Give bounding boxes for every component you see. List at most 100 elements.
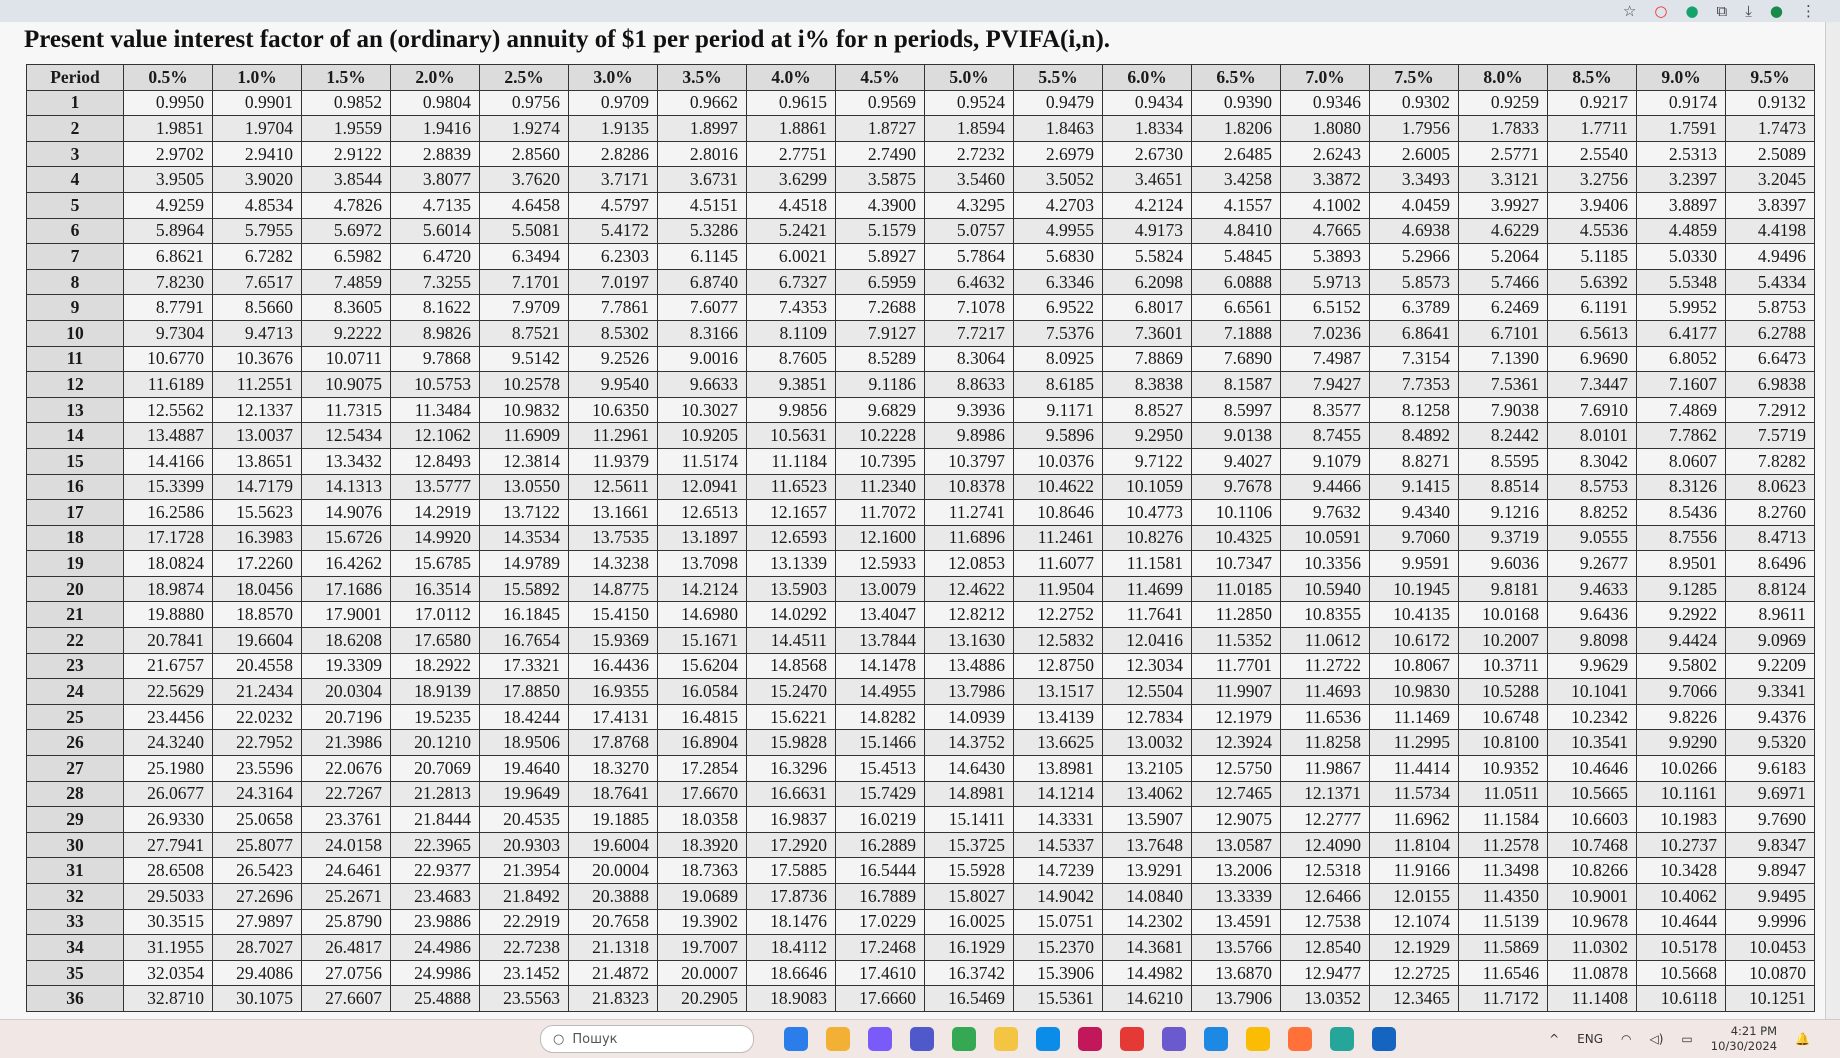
factor-cell: 8.9611 [1725,601,1815,629]
star-icon[interactable]: ☆ [1622,2,1637,20]
factor-cell: 9.2526 [568,345,658,373]
chevron-up-icon[interactable]: ^ [1549,1032,1560,1046]
factor-cell: 24.0158 [301,831,391,859]
factor-cell: 15.1671 [657,627,747,654]
edge-icon[interactable] [1036,1027,1060,1051]
battery-icon[interactable]: ▭ [1681,1032,1693,1046]
opera-icon[interactable] [1120,1027,1144,1051]
chrome-icon[interactable] [952,1027,976,1051]
factor-cell: 2.6005 [1369,140,1459,168]
factor-cell: 3.5052 [1013,166,1103,193]
rate-header: 2.5% [479,64,569,91]
notification-bell-icon[interactable]: 🔔 [1795,1032,1810,1046]
factor-cell: 9.5896 [1013,422,1103,449]
teams-icon[interactable] [910,1027,934,1051]
folder-icon[interactable] [994,1027,1018,1051]
language-indicator[interactable]: ENG [1577,1032,1603,1046]
factor-cell: 0.9524 [924,89,1014,117]
factor-cell: 6.6473 [1725,345,1815,373]
period-cell: 1 [26,89,124,117]
factor-cell: 11.5139 [1458,908,1548,936]
factor-cell: 12.4090 [1280,831,1370,859]
factor-cell: 10.4062 [1636,883,1726,910]
factor-cell: 16.0025 [924,908,1014,936]
app-icon[interactable] [1078,1027,1102,1051]
windows-start-icon[interactable] [784,1027,808,1051]
factor-cell: 11.1184 [746,447,836,475]
profile-icon[interactable]: ● [1769,2,1783,20]
factor-cell: 20.0007 [657,959,747,987]
chrome-alt-icon[interactable] [1246,1027,1270,1051]
grammarly-icon[interactable]: ● [1685,2,1699,20]
factor-cell: 16.9355 [568,678,658,705]
factor-cell: 9.5142 [479,345,569,373]
app-green-icon[interactable] [1330,1027,1354,1051]
factor-cell: 8.9501 [1636,550,1726,577]
factor-cell: 6.9838 [1725,371,1815,398]
factor-cell: 14.2302 [1102,908,1192,936]
factor-cell: 10.4644 [1636,908,1726,936]
factor-cell: 9.9629 [1547,652,1637,680]
factor-cell: 10.7468 [1547,831,1637,859]
factor-cell: 14.6210 [1102,985,1192,1012]
factor-cell: 12.3924 [1191,729,1281,757]
factor-cell: 13.7122 [479,499,569,526]
factor-cell: 6.5613 [1547,319,1637,347]
download-icon[interactable]: ⤓ [1745,2,1752,20]
factor-cell: 8.7605 [746,345,836,373]
factor-cell: 9.1216 [1458,499,1548,526]
factor-cell: 10.8067 [1369,652,1459,680]
volume-icon[interactable]: ◁) [1649,1032,1664,1046]
menu-icon[interactable]: ⋮ [1801,2,1816,20]
factor-cell: 9.1186 [835,371,925,398]
page-title: Present value interest factor of an (ord… [24,26,1111,53]
notes-icon[interactable] [1162,1027,1186,1051]
vertical-scrollbar[interactable] [1825,22,1840,1020]
clock[interactable]: 4:21 PM 10/30/2024 [1711,1024,1777,1054]
factor-cell: 13.3432 [301,447,391,475]
factor-cell: 8.6496 [1725,550,1815,577]
factor-cell: 9.9996 [1725,908,1815,936]
wifi-icon[interactable]: ◠ [1621,1032,1632,1046]
search-icon: ○ [553,1031,565,1047]
firefox-icon[interactable] [1288,1027,1312,1051]
factor-cell: 4.1557 [1191,191,1281,219]
copilot-icon[interactable] [868,1027,892,1051]
factor-cell: 27.7941 [123,831,213,859]
factor-cell: 9.2209 [1725,652,1815,680]
factor-cell: 13.1339 [746,550,836,577]
system-tray: ^ ENG ◠ ◁) ▭ 4:21 PM 10/30/2024 🔔 [1549,1024,1840,1054]
factor-cell: 5.8964 [123,217,213,245]
factor-cell: 1.7833 [1458,115,1548,142]
factor-cell: 27.0756 [301,959,391,987]
factor-cell: 9.7868 [390,345,480,373]
factor-cell: 23.5563 [479,985,569,1012]
factor-cell: 2.6730 [1102,140,1192,168]
factor-cell: 15.0751 [1013,908,1103,936]
factor-cell: 7.2912 [1725,396,1815,424]
factor-cell: 12.0416 [1102,627,1192,654]
factor-cell: 17.0112 [390,601,480,629]
opera-icon[interactable]: ○ [1654,2,1668,20]
app-blue-icon[interactable] [1372,1027,1396,1051]
factor-cell: 0.9709 [568,89,658,117]
factor-cell: 5.8753 [1725,294,1815,321]
factor-cell: 0.9804 [390,89,480,117]
factor-cell: 6.8052 [1636,345,1726,373]
factor-cell: 7.0197 [568,268,658,296]
factor-cell: 1.8997 [657,115,747,142]
file-explorer-icon[interactable] [826,1027,850,1051]
store-icon[interactable] [1204,1027,1228,1051]
factor-cell: 27.9897 [212,908,302,936]
factor-cell: 6.4177 [1636,319,1726,347]
factor-cell: 11.9867 [1280,755,1370,782]
factor-cell: 10.0376 [1013,447,1103,475]
period-cell: 25 [26,703,124,731]
taskbar-search[interactable]: ○ Пошук [540,1025,754,1053]
factor-cell: 20.4558 [212,652,302,680]
factor-cell: 10.3676 [212,345,302,373]
factor-cell: 4.4198 [1725,217,1815,245]
factor-cell: 11.2551 [212,371,302,398]
table-row: 25 23.4456 22.0232 20.7196 19.5235 18.4244 17.… [26,703,1815,731]
extensions-icon[interactable]: ⧉ [1716,2,1728,20]
